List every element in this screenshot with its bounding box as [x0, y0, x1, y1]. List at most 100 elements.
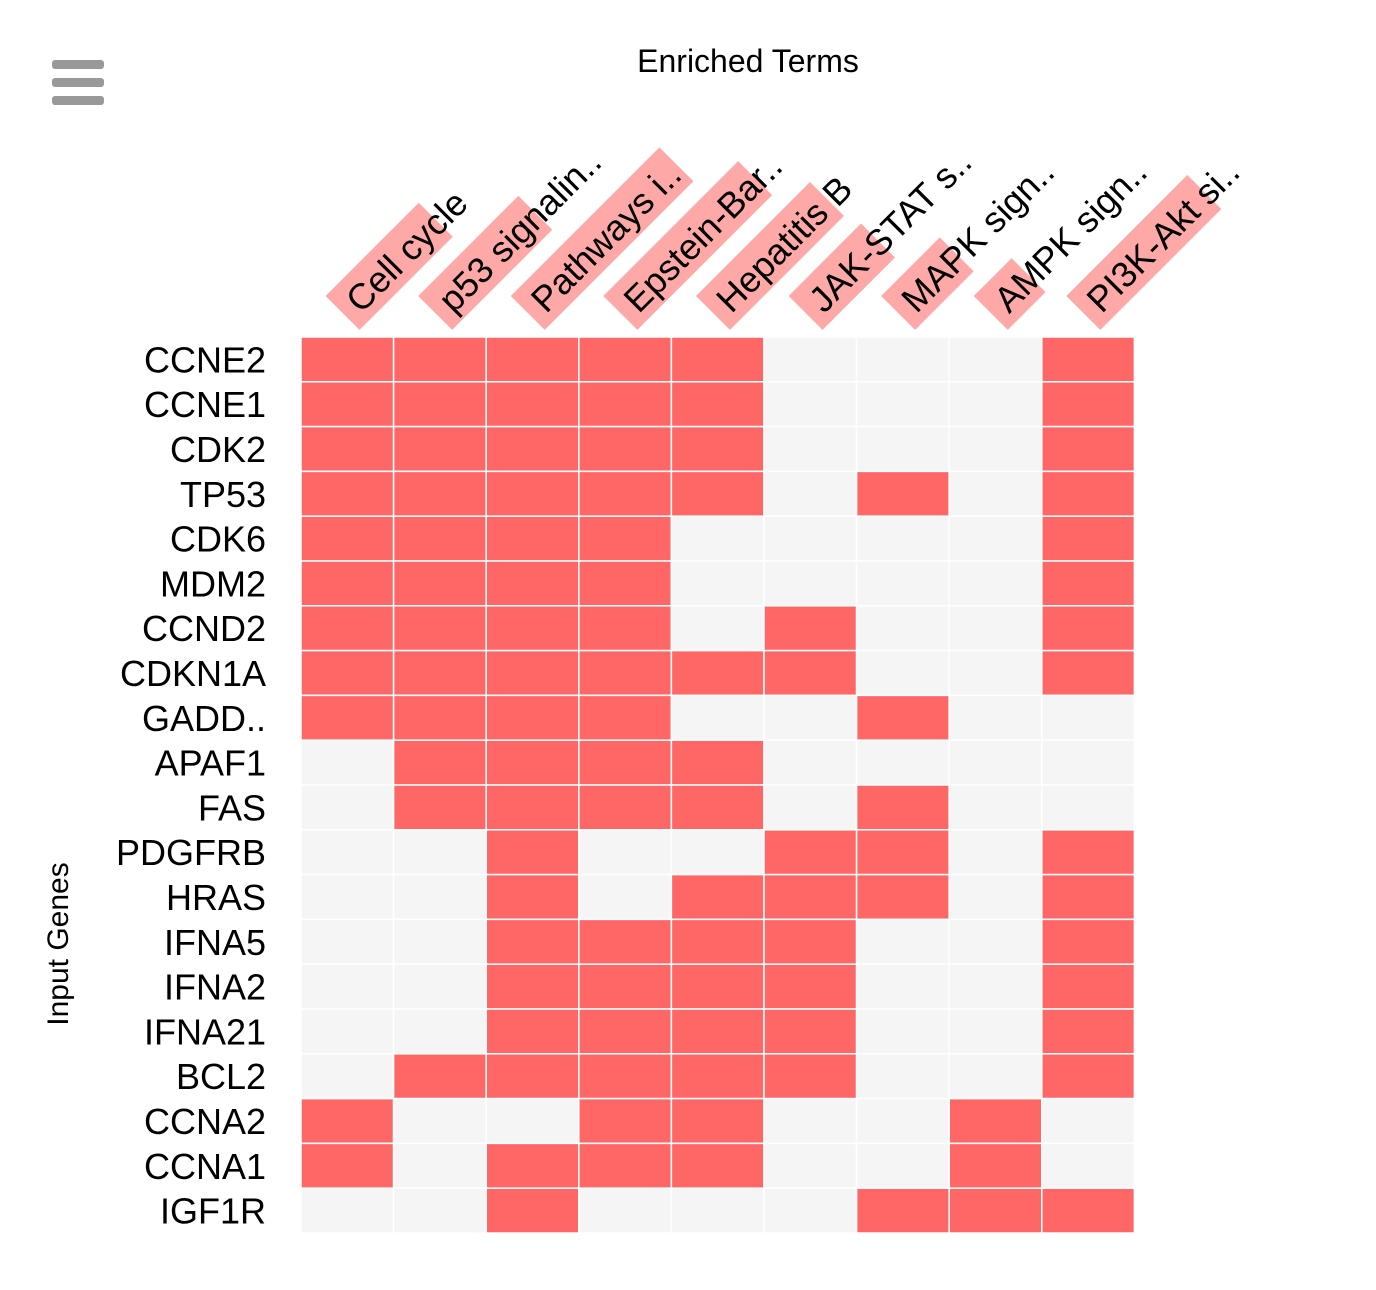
heatmap-cell [763, 560, 858, 607]
heatmap-cell [855, 605, 950, 652]
heatmap-cell [763, 784, 858, 831]
heatmap-cell [670, 425, 765, 473]
heatmap-cell [300, 336, 395, 383]
column-label-bar [418, 195, 553, 330]
heatmap-cell [855, 425, 950, 473]
row-label: CDK2 [170, 429, 266, 470]
row-label: PDGFRB [116, 832, 266, 873]
heatmap-cell [392, 963, 487, 1010]
heatmap-cell [1041, 1097, 1136, 1145]
heatmap-cell [948, 1053, 1043, 1100]
heatmap-cell [670, 1008, 765, 1055]
heatmap-cell [763, 829, 858, 876]
heatmap-cell [1041, 336, 1136, 383]
heatmap-cell [948, 963, 1043, 1010]
heatmap-cell [763, 739, 858, 786]
heatmap-cell [300, 694, 395, 741]
heatmap-cell [855, 560, 950, 607]
heatmap-cell [948, 425, 1043, 473]
row-label: CCND2 [142, 608, 266, 649]
heatmap-cell [763, 918, 858, 965]
heatmap-cell [485, 1008, 580, 1055]
hamburger-menu-icon[interactable] [52, 60, 104, 106]
heatmap-cell [670, 470, 765, 517]
heatmap-cell [392, 829, 487, 876]
heatmap-cell [392, 1142, 487, 1189]
heatmap-cell [485, 963, 580, 1010]
heatmap-cell [948, 784, 1043, 831]
heatmap-cell [1041, 694, 1136, 741]
heatmap-cell [763, 1097, 858, 1145]
heatmap-cell [1041, 381, 1136, 428]
heatmap-cell [300, 381, 395, 428]
row-label: IGF1R [160, 1191, 266, 1232]
heatmap-cell [392, 425, 487, 473]
heatmap-cell [670, 739, 765, 786]
heatmap-cell [300, 918, 395, 965]
heatmap-cells [300, 336, 1136, 1234]
heatmap-cell [948, 381, 1043, 428]
column-label-bar [881, 237, 974, 330]
heatmap-cell [948, 694, 1043, 741]
heatmap-cell [763, 425, 858, 473]
row-label: IFNA2 [164, 967, 266, 1008]
column-label-bar [510, 147, 694, 330]
heatmap-cell [485, 381, 580, 428]
heatmap-cell [392, 694, 487, 741]
heatmap-cell [763, 1142, 858, 1189]
column-label-bar [973, 258, 1046, 330]
heatmap-cell [948, 649, 1043, 697]
heatmap-cell [578, 1142, 673, 1189]
heatmap-cell [300, 963, 395, 1010]
heatmap-cell [485, 784, 580, 831]
heatmap-cell [1041, 873, 1136, 921]
heatmap-cell [485, 649, 580, 697]
heatmap-cell [392, 1053, 487, 1100]
heatmap-cell [578, 694, 673, 741]
heatmap-cell [300, 1142, 395, 1189]
heatmap-cell [670, 649, 765, 697]
column-label-bar [603, 161, 773, 330]
heatmap-cell [392, 739, 487, 786]
heatmap-cell [855, 649, 950, 697]
heatmap-cell [670, 515, 765, 562]
heatmap-cell [300, 649, 395, 697]
heatmap-cell [485, 1097, 580, 1145]
heatmap-cell [670, 873, 765, 921]
heatmap-cell [855, 1053, 950, 1100]
heatmap-cell [578, 784, 673, 831]
chart-title: Enriched Terms [637, 43, 859, 79]
heatmap-cell [300, 739, 395, 786]
heatmap-cell [855, 515, 950, 562]
heatmap-cell [300, 605, 395, 652]
heatmap-cell [578, 470, 673, 517]
row-label: CDK6 [170, 519, 266, 560]
heatmap-cell [763, 873, 858, 921]
heatmap-cell [300, 425, 395, 473]
heatmap-cell [485, 425, 580, 473]
heatmap-cell [670, 1097, 765, 1145]
column-label-bar [1066, 175, 1222, 330]
heatmap-cell [948, 336, 1043, 383]
heatmap-cell [392, 784, 487, 831]
heatmap-cell [485, 829, 580, 876]
heatmap-cell [855, 1142, 950, 1189]
heatmap-cell [485, 1142, 580, 1189]
heatmap-cell [392, 560, 487, 607]
heatmap-cell [578, 918, 673, 965]
heatmap-cell [670, 1053, 765, 1100]
heatmap-cell [392, 873, 487, 921]
row-label: HRAS [166, 877, 266, 918]
heatmap-cell [670, 336, 765, 383]
row-label: APAF1 [155, 743, 266, 784]
heatmap-cell [1041, 515, 1136, 562]
row-label: MDM2 [160, 563, 266, 604]
heatmap-cell [855, 829, 950, 876]
heatmap-cell [670, 1142, 765, 1189]
heatmap-cell [948, 1187, 1043, 1234]
heatmap-cell [485, 739, 580, 786]
heatmap-cell [855, 784, 950, 831]
row-label: CCNA2 [144, 1101, 266, 1142]
heatmap-cell [578, 425, 673, 473]
heatmap-cell [485, 873, 580, 921]
